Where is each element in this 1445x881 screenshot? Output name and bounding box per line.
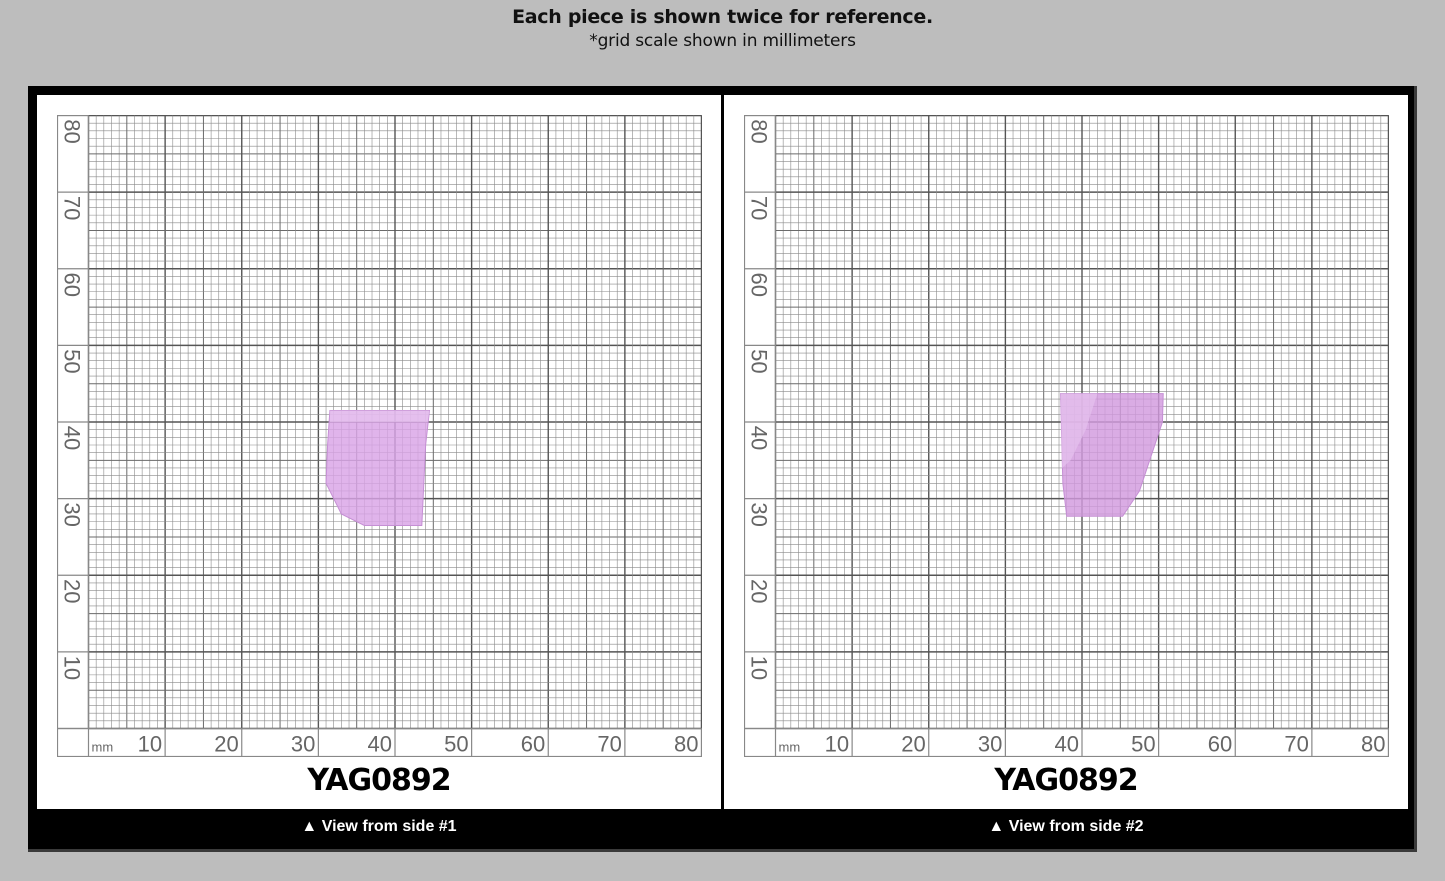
y-tick-label: 80 xyxy=(747,119,772,143)
page-header: Each piece is shown twice for reference.… xyxy=(0,0,1445,86)
photo-frame: 80 70 60 50 40 30 20 10 10 20 30 40 50 60 70 80 mm YAG08… xyxy=(28,86,1417,852)
unit-label: mm xyxy=(779,740,801,755)
x-tick-label: 70 xyxy=(1284,732,1308,757)
y-tick-label: 40 xyxy=(747,426,772,450)
x-tick-label: 70 xyxy=(597,732,621,757)
y-tick-label: 70 xyxy=(60,196,85,220)
y-tick-label: 10 xyxy=(60,656,85,680)
x-tick-label: 10 xyxy=(138,732,162,757)
x-tick-label: 40 xyxy=(1055,732,1079,757)
y-tick-label: 50 xyxy=(60,349,85,373)
y-tick-label: 20 xyxy=(747,579,772,603)
y-tick-label: 70 xyxy=(747,196,772,220)
crystal-specimen xyxy=(1060,393,1164,517)
x-tick-label: 80 xyxy=(674,732,698,757)
y-tick-label: 20 xyxy=(60,579,85,603)
x-tick-label: 30 xyxy=(978,732,1002,757)
x-tick-label: 80 xyxy=(1361,732,1385,757)
y-tick-label: 80 xyxy=(60,119,85,143)
page-title: Each piece is shown twice for reference. xyxy=(512,6,933,28)
mm-grid-sheet: 80 70 60 50 40 30 20 10 10 20 30 40 50 60 70 80 mm xyxy=(57,115,702,757)
sample-id-label: YAG0892 xyxy=(307,763,451,798)
sample-id-label: YAG0892 xyxy=(994,763,1138,798)
x-tick-label: 30 xyxy=(291,732,315,757)
caption-side-1: ▲ View from side #1 xyxy=(301,818,457,835)
y-tick-label: 60 xyxy=(60,273,85,297)
y-tick-label: 10 xyxy=(747,656,772,680)
panel-side-2: 80 70 60 50 40 30 20 10 10 20 30 40 50 60 70 80 mm YAG08… xyxy=(724,95,1408,809)
unit-label: mm xyxy=(92,740,114,755)
x-tick-label: 20 xyxy=(214,732,238,757)
panel-side-1: 80 70 60 50 40 30 20 10 10 20 30 40 50 60 70 80 mm YAG08… xyxy=(37,95,721,809)
x-tick-label: 50 xyxy=(444,732,468,757)
x-tick-label: 10 xyxy=(825,732,849,757)
caption-side-2: ▲ View from side #2 xyxy=(988,818,1144,835)
y-tick-label: 50 xyxy=(747,349,772,373)
grid-svg: 80 70 60 50 40 30 20 10 10 20 30 40 50 60 70 80 mm xyxy=(744,115,1389,757)
x-tick-label: 20 xyxy=(901,732,925,757)
x-tick-label: 60 xyxy=(521,732,545,757)
mm-grid-sheet: 80 70 60 50 40 30 20 10 10 20 30 40 50 60 70 80 mm xyxy=(744,115,1389,757)
y-tick-label: 30 xyxy=(747,502,772,526)
crystal-specimen xyxy=(325,410,431,526)
y-tick-label: 40 xyxy=(60,426,85,450)
page-subtitle: *grid scale shown in millimeters xyxy=(589,31,856,51)
y-tick-label: 30 xyxy=(60,502,85,526)
y-tick-label: 60 xyxy=(747,273,772,297)
x-tick-label: 50 xyxy=(1131,732,1155,757)
x-tick-label: 60 xyxy=(1208,732,1232,757)
grid-svg: 80 70 60 50 40 30 20 10 10 20 30 40 50 60 70 80 mm xyxy=(57,115,702,757)
x-tick-label: 40 xyxy=(368,732,392,757)
